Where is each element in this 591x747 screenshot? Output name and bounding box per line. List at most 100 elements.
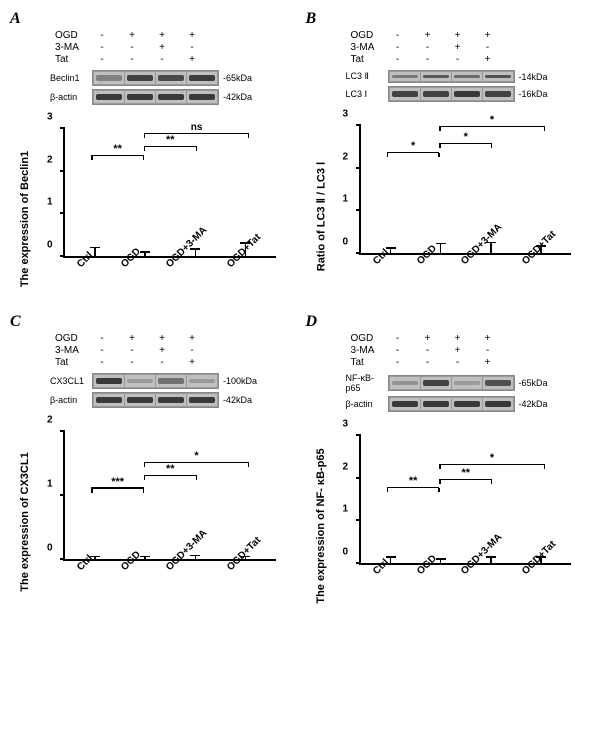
blot-bands xyxy=(92,392,219,408)
y-tick-label: 1 xyxy=(47,479,53,490)
condition-cell: + xyxy=(443,345,473,357)
band-inner xyxy=(392,91,418,97)
blot-band xyxy=(156,394,186,406)
band-inner xyxy=(127,379,153,384)
condition-row: OGD-+++ xyxy=(55,30,286,42)
condition-cell: - xyxy=(87,333,117,345)
band-inner xyxy=(158,94,184,100)
condition-cell: + xyxy=(473,357,503,369)
band-inner xyxy=(485,91,511,97)
blot-band xyxy=(390,88,420,100)
condition-cell: - xyxy=(87,42,117,54)
blot-band xyxy=(421,72,451,81)
y-tick-label: 3 xyxy=(47,112,53,123)
kda-label: -65kDa xyxy=(519,378,548,388)
blot-band xyxy=(187,375,217,387)
blot-row: NF-κB-p65-65kDa xyxy=(346,373,582,393)
condition-table: OGD-+++3-MA--+-Tat---+ xyxy=(55,30,286,66)
sig-text: * xyxy=(194,450,198,462)
condition-label: OGD xyxy=(351,30,383,42)
band-inner xyxy=(96,94,122,100)
kda-label: -42kDa xyxy=(223,92,252,102)
condition-cell: + xyxy=(147,42,177,54)
y-tick-label: 3 xyxy=(343,109,349,120)
sig-drop xyxy=(144,476,145,480)
condition-cell: - xyxy=(383,42,413,54)
panel-A: AOGD-+++3-MA--+-Tat---+Beclin1-65kDaβ-ac… xyxy=(10,10,286,303)
panel-header-row: B xyxy=(306,10,582,30)
x-labels: CtrlOGDOGD+3-MAOGD+Tat xyxy=(63,561,276,606)
y-tick-label: 2 xyxy=(47,154,53,165)
condition-cell: + xyxy=(177,30,207,42)
band-inner xyxy=(158,397,184,403)
band-inner xyxy=(423,91,449,97)
condition-cell: - xyxy=(87,30,117,42)
blot-band xyxy=(156,72,186,84)
blot-row: LC3 Ⅰ-16kDa xyxy=(346,86,582,102)
condition-cell: + xyxy=(473,54,503,66)
blot-row: Beclin1 -65kDa xyxy=(50,70,286,86)
band-inner xyxy=(454,381,480,386)
band-inner xyxy=(485,380,511,386)
y-axis-label: The expression of CX3CL1 xyxy=(19,452,31,591)
band-inner xyxy=(189,94,215,100)
sig-drop xyxy=(144,134,145,138)
band-inner xyxy=(485,75,511,79)
x-labels: CtrlOGDOGD+3-MAOGD+Tat xyxy=(359,565,572,610)
blot-row: β-actin-42kDa xyxy=(50,392,286,408)
sig-drop xyxy=(544,465,545,469)
condition-table: OGD-+++3-MA--+-Tat---+ xyxy=(351,30,582,66)
blot-band xyxy=(390,398,420,410)
x-labels: CtrlOGDOGD+3-MAOGD+Tat xyxy=(359,255,572,300)
blot-band xyxy=(483,72,513,81)
band-inner xyxy=(454,75,480,79)
kda-label: -65kDa xyxy=(223,73,252,83)
sig-drop xyxy=(248,134,249,138)
blot-group: CX3CL1-100kDaβ-actin-42kDa xyxy=(50,373,286,411)
condition-cell: - xyxy=(177,42,207,54)
blot-band xyxy=(483,377,513,389)
sig-text: * xyxy=(490,452,494,464)
panel-label: D xyxy=(306,313,326,331)
condition-cell: - xyxy=(443,54,473,66)
condition-label: 3-MA xyxy=(351,42,383,54)
band-inner xyxy=(96,397,122,403)
condition-cell: + xyxy=(117,30,147,42)
condition-cell: - xyxy=(413,42,443,54)
condition-label: 3-MA xyxy=(351,345,383,357)
condition-row: Tat---+ xyxy=(55,357,286,369)
condition-cell: - xyxy=(147,54,177,66)
condition-cell: - xyxy=(383,345,413,357)
sig-drop xyxy=(439,144,440,148)
condition-label: Tat xyxy=(55,54,87,66)
sig-drop xyxy=(196,147,197,151)
blot-band xyxy=(390,72,420,81)
blot-name: Beclin1 xyxy=(50,73,92,83)
sig-drop xyxy=(91,156,92,160)
condition-cell: - xyxy=(87,54,117,66)
sig-drop xyxy=(438,488,439,492)
blot-band xyxy=(156,91,186,103)
panel-C: COGD-+++3-MA--+-Tat---+CX3CL1-100kDaβ-ac… xyxy=(10,313,286,610)
kda-label: -100kDa xyxy=(223,376,257,386)
blot-name: β-actin xyxy=(50,92,92,102)
sig-drop xyxy=(196,476,197,480)
band-inner xyxy=(189,75,215,81)
band-inner xyxy=(158,378,184,383)
blot-band xyxy=(94,375,124,387)
band-inner xyxy=(454,91,480,97)
condition-cell: + xyxy=(147,30,177,42)
condition-label: Tat xyxy=(351,54,383,66)
band-inner xyxy=(392,401,418,407)
blot-band xyxy=(94,91,124,103)
panel-header-row: D xyxy=(306,313,582,333)
condition-row: 3-MA--+- xyxy=(351,345,582,357)
blot-band xyxy=(125,394,155,406)
blot-band xyxy=(156,375,186,387)
condition-cell: + xyxy=(443,333,473,345)
condition-row: Tat---+ xyxy=(351,357,582,369)
condition-cell: + xyxy=(117,333,147,345)
condition-cell: - xyxy=(117,357,147,369)
blot-bands xyxy=(92,373,219,389)
blot-band xyxy=(421,88,451,100)
